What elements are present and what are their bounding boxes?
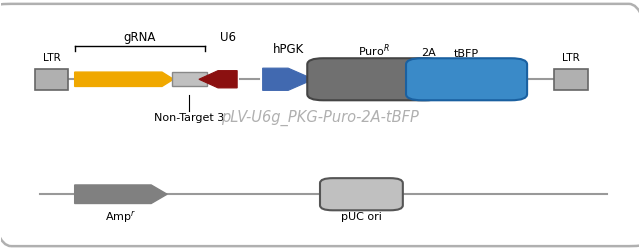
FancyArrow shape [199, 70, 237, 88]
FancyArrow shape [75, 185, 167, 204]
Text: LTR: LTR [562, 53, 580, 63]
Text: Puro$^R$: Puro$^R$ [358, 43, 390, 60]
FancyBboxPatch shape [35, 69, 68, 90]
Text: Non-Target 3: Non-Target 3 [154, 113, 225, 123]
Text: tBFP: tBFP [454, 50, 479, 59]
Text: LTR: LTR [43, 53, 61, 63]
Text: gRNA: gRNA [124, 31, 156, 44]
FancyBboxPatch shape [307, 58, 441, 100]
FancyBboxPatch shape [172, 72, 207, 86]
FancyBboxPatch shape [320, 178, 403, 210]
Text: Amp$^r$: Amp$^r$ [105, 210, 136, 225]
Text: hPGK: hPGK [273, 43, 304, 56]
FancyArrow shape [262, 68, 314, 90]
Text: pLV-U6g_PKG-Puro-2A-tBFP: pLV-U6g_PKG-Puro-2A-tBFP [221, 110, 419, 126]
Text: pUC ori: pUC ori [341, 212, 382, 222]
FancyArrow shape [75, 72, 173, 86]
FancyBboxPatch shape [406, 58, 527, 100]
Text: U6: U6 [220, 31, 236, 44]
FancyBboxPatch shape [554, 69, 588, 90]
Text: 2A: 2A [421, 48, 436, 58]
